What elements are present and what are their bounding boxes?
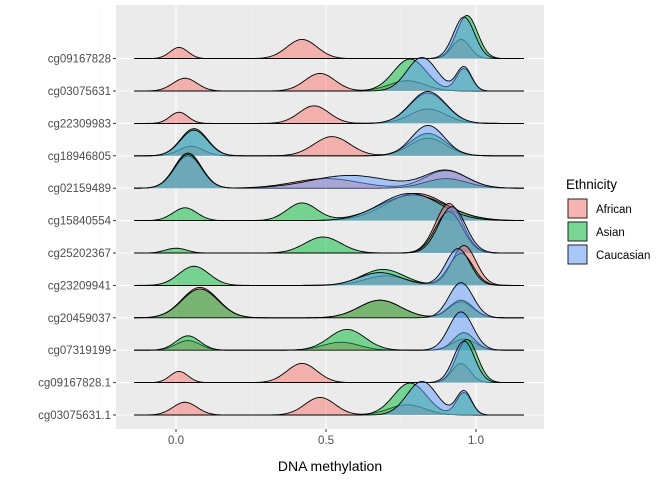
- y-tick-label-cg03075631: cg03075631: [48, 86, 111, 98]
- x-tick-label: 1.0: [468, 435, 484, 447]
- x-axis-ticks: 0.0 0.5 1.0: [168, 429, 484, 447]
- y-tick-label-cg20459037: cg20459037: [48, 313, 111, 325]
- ridges: [133, 15, 525, 416]
- ridge-cg03075631-1: [134, 380, 524, 416]
- density-cg20459037-asian: [134, 289, 524, 318]
- ridge-cg07319199: [134, 311, 524, 351]
- y-tick-label-cg09167828: cg09167828: [48, 54, 111, 66]
- legend-label-african: African: [596, 204, 632, 216]
- x-tick-label: 0.5: [318, 435, 334, 447]
- density-cg09167828-1-caucasian: [134, 341, 524, 383]
- y-tick-label-cg02159489: cg02159489: [48, 183, 111, 195]
- legend-swatch-asian: [567, 221, 588, 242]
- legend: Ethnicity African Asian Caucasian: [566, 177, 650, 265]
- y-tick-label-cg03075631-1: cg03075631.1: [38, 410, 111, 422]
- ridge-cg09167828: [134, 15, 524, 60]
- density-outline-cg03075631-1-caucasian: [134, 380, 524, 416]
- legend-title: Ethnicity: [566, 177, 617, 192]
- x-tick-label: 0.0: [168, 435, 184, 447]
- density-cg25202367-caucasian: [134, 206, 524, 253]
- ridge-cg23209941: [134, 244, 524, 286]
- y-axis-ticks: cg03075631.1 cg09167828.1 cg07319199 cg2045…: [38, 54, 116, 422]
- ridge-cg22309983: [134, 90, 524, 124]
- density-outline-cg23209941-caucasian: [134, 248, 524, 286]
- y-tick-label-cg23209941: cg23209941: [48, 280, 111, 292]
- density-outline-cg25202367-caucasian: [134, 206, 524, 254]
- y-tick-label-cg07319199: cg07319199: [48, 345, 111, 357]
- density-cg09167828-african: [134, 39, 524, 59]
- y-tick-label-cg09167828-1: cg09167828.1: [38, 378, 111, 390]
- ridge-cg03075631: [134, 56, 524, 92]
- density-cg07319199-asian: [134, 329, 524, 351]
- density-cg15840554-caucasian: [134, 193, 524, 221]
- y-tick-label-cg18946805: cg18946805: [48, 151, 111, 163]
- ridge-cg15840554: [134, 192, 525, 222]
- density-outline-cg15840554-asian: [134, 194, 525, 222]
- y-tick-label-cg25202367: cg25202367: [48, 248, 111, 260]
- density-cg03075631-1-caucasian: [134, 381, 524, 415]
- density-cg02159489-caucasian: [134, 154, 524, 189]
- legend-swatch-african: [567, 198, 588, 219]
- legend-swatch-caucasian: [567, 244, 588, 265]
- density-cg22309983-caucasian: [134, 91, 524, 124]
- density-cg03075631-caucasian: [134, 57, 524, 91]
- ridge-cg18946805: [134, 124, 524, 157]
- density-outline-cg09167828-caucasian: [134, 16, 524, 60]
- density-outline-cg20459037-caucasian: [134, 282, 524, 319]
- density-outline-cg22309983-caucasian: [134, 90, 524, 124]
- density-cg20459037-caucasian: [134, 282, 524, 318]
- ridge-cg20459037: [133, 282, 524, 319]
- density-outline-cg03075631-caucasian: [134, 56, 524, 92]
- legend-label-caucasian: Caucasian: [596, 250, 650, 262]
- y-tick-label-cg15840554: cg15840554: [48, 216, 112, 228]
- density-cg09167828-caucasian: [134, 17, 524, 59]
- ridge-cg09167828-1: [134, 339, 524, 384]
- density-cg07319199-caucasian: [134, 311, 524, 351]
- legend-label-asian: Asian: [596, 227, 625, 239]
- ridge-cg25202367: [134, 203, 524, 254]
- density-cg09167828-1-african: [134, 363, 524, 383]
- x-axis-title: DNA methylation: [278, 458, 382, 474]
- density-cg23209941-caucasian: [134, 248, 524, 286]
- ridge-cg02159489: [133, 152, 525, 189]
- density-cg18946805-caucasian: [134, 125, 524, 156]
- density-outline-cg07319199-caucasian: [134, 311, 524, 351]
- density-outline-cg02159489-caucasian: [133, 154, 525, 189]
- y-tick-label-cg22309983: cg22309983: [48, 118, 111, 130]
- density-outline-cg18946805-caucasian: [134, 124, 524, 157]
- density-outline-cg09167828-1-caucasian: [134, 340, 524, 384]
